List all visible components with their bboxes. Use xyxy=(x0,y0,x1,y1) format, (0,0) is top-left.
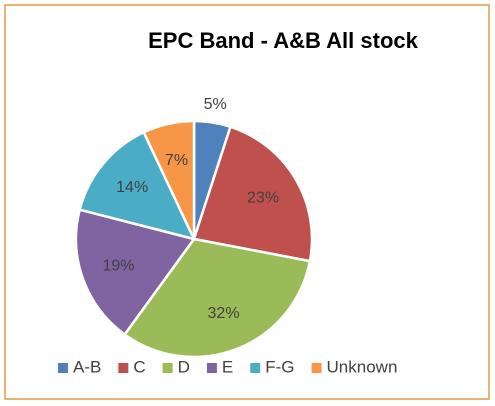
legend-label: E xyxy=(222,357,233,376)
pie-slice xyxy=(78,130,197,241)
data-label: 14% xyxy=(116,179,148,196)
legend-label: C xyxy=(133,357,145,376)
data-label: 5% xyxy=(204,96,227,113)
legend-swatch xyxy=(206,363,217,373)
legend-swatch xyxy=(118,363,129,373)
pie-slice xyxy=(122,237,312,359)
data-label: 32% xyxy=(208,305,240,322)
legend-swatch xyxy=(250,363,261,373)
data-label: 23% xyxy=(247,189,279,206)
chart-title: EPC Band - A&B All stock xyxy=(148,28,419,53)
pie-slice xyxy=(74,208,197,337)
legend-label: Unknown xyxy=(327,357,398,376)
legend-swatch xyxy=(311,363,322,373)
pie-slice xyxy=(142,119,196,240)
legend-label: F-G xyxy=(265,357,294,376)
legend-label: D xyxy=(178,357,190,376)
legend-swatch xyxy=(58,363,68,373)
data-label: 19% xyxy=(102,257,134,274)
legend-label: A-B xyxy=(73,357,101,376)
pie-slice xyxy=(192,125,314,263)
data-label: 7% xyxy=(165,152,188,169)
legend-swatch xyxy=(162,363,173,373)
